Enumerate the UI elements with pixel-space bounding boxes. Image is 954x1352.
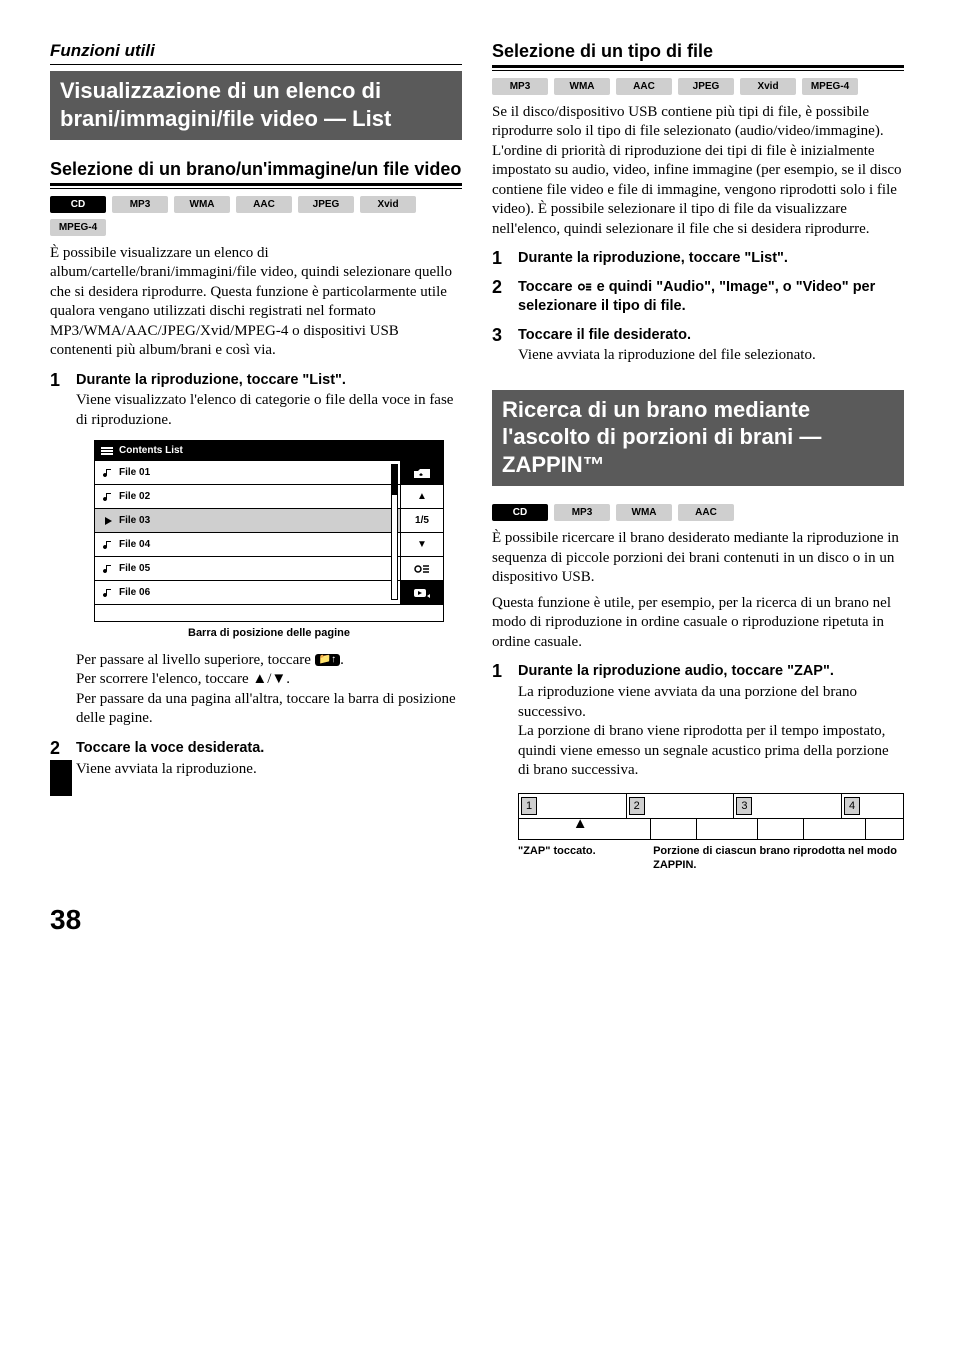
page-position-bar[interactable] xyxy=(95,604,443,621)
page-counter: 1/5 xyxy=(401,508,443,532)
list-item[interactable]: File 05 xyxy=(95,556,400,580)
tag-cd: CD xyxy=(50,196,106,213)
step-number: 1 xyxy=(492,249,510,268)
step-number: 2 xyxy=(492,278,510,316)
tag-aac: AAC xyxy=(616,78,672,95)
step-text: Viene visualizzato l'elenco di categorie… xyxy=(76,391,462,430)
filetype-intro: Se il disco/dispositivo USB contiene più… xyxy=(492,103,904,240)
after-list-text: Per passare al livello superiore, toccar… xyxy=(76,651,462,729)
tag-xvid: Xvid xyxy=(740,78,796,95)
section-title: Visualizzazione di un elenco di brani/im… xyxy=(50,71,462,140)
scrollbar-thumb[interactable] xyxy=(392,465,397,495)
tag-wma: WMA xyxy=(554,78,610,95)
step-head-pre: Toccare xyxy=(518,279,577,295)
contents-list-title: Contents List xyxy=(119,444,183,457)
list-item-label: File 02 xyxy=(119,490,150,503)
tag-jpeg: JPEG xyxy=(298,196,354,213)
step-number: 3 xyxy=(492,326,510,366)
section-kicker: Funzioni utili xyxy=(50,40,462,65)
intro-paragraph: È possibile visualizzare un elenco di al… xyxy=(50,244,462,361)
gear-list-icon xyxy=(577,281,593,293)
z-step-1: 1 Durante la riproduzione audio, toccare… xyxy=(492,662,904,872)
step-2: 2 Toccare la voce desiderata. Viene avvi… xyxy=(50,739,462,779)
step-head: Toccare il file desiderato. xyxy=(518,326,904,345)
track-num: 1 xyxy=(521,797,537,815)
zappin-diagram: 1 2 3 4 ▲ "ZAP" toccato. Porzione di cia… xyxy=(518,793,904,873)
music-note-icon xyxy=(103,492,113,502)
zappin-para1: È possibile ricercare il brano desiderat… xyxy=(492,529,904,588)
r-step-3: 3 Toccare il file desiderato. Viene avvi… xyxy=(492,326,904,366)
subheading-filetype: Selezione di un tipo di file xyxy=(492,40,904,68)
format-tags: CD MP3 WMA AAC JPEG Xvid MPEG-4 xyxy=(50,196,462,236)
r-step-1: 1 Durante la riproduzione, toccare "List… xyxy=(492,249,904,268)
left-column: Funzioni utili Visualizzazione di un ele… xyxy=(50,40,462,872)
track-num: 3 xyxy=(736,797,752,815)
tag-jpeg: JPEG xyxy=(678,78,734,95)
gear-list-icon xyxy=(413,563,431,575)
step-head: Durante la riproduzione audio, toccare "… xyxy=(518,662,904,681)
scroll-down-button[interactable]: ▼ xyxy=(401,532,443,556)
list-item-label: File 05 xyxy=(119,562,150,575)
tag-mp3: MP3 xyxy=(492,78,548,95)
music-note-icon xyxy=(103,588,113,598)
after-list-text-1: Per passare al livello superiore, toccar… xyxy=(76,652,315,668)
scroll-up-button[interactable]: ▲ xyxy=(401,484,443,508)
music-note-icon xyxy=(103,564,113,574)
list-icon xyxy=(101,446,113,456)
format-tags-zappin: CD MP3 WMA AAC xyxy=(492,504,904,521)
play-icon xyxy=(103,516,113,526)
r-step-2: 2 Toccare e quindi "Audio", "Image", o "… xyxy=(492,278,904,316)
contents-list-ui: Contents List File 01 File 02 xyxy=(94,440,444,622)
step-text: Viene avviata la riproduzione del file s… xyxy=(518,346,904,366)
music-note-icon xyxy=(103,468,113,478)
caption-page-bar: Barra di posizione delle pagine xyxy=(76,626,462,640)
step-head: Durante la riproduzione, toccare "List". xyxy=(76,371,462,390)
folder-up-button[interactable] xyxy=(401,460,443,484)
tag-xvid: Xvid xyxy=(360,196,416,213)
options-button[interactable] xyxy=(401,556,443,580)
tag-mp3: MP3 xyxy=(112,196,168,213)
arrow-up-icon: ▲ xyxy=(573,815,588,835)
step-1: 1 Durante la riproduzione, toccare "List… xyxy=(50,371,462,729)
step-text: Viene avviata la riproduzione. xyxy=(76,760,462,780)
step-head: Durante la riproduzione, toccare "List". xyxy=(518,249,904,268)
tag-aac: AAC xyxy=(236,196,292,213)
step-head: Toccare e quindi "Audio", "Image", o "Vi… xyxy=(518,278,904,316)
page-number: 38 xyxy=(50,902,904,938)
list-item[interactable]: File 06 xyxy=(95,580,400,604)
tag-mp3: MP3 xyxy=(554,504,610,521)
list-item[interactable]: File 01 xyxy=(95,460,400,484)
step-head: Toccare la voce desiderata. xyxy=(76,739,462,758)
right-column: Selezione di un tipo di file MP3 WMA AAC… xyxy=(492,40,904,872)
play-return-button[interactable] xyxy=(401,580,443,604)
tag-cd: CD xyxy=(492,504,548,521)
list-item-selected[interactable]: File 03 xyxy=(95,508,400,532)
music-note-icon xyxy=(103,540,113,550)
track-num: 2 xyxy=(629,797,645,815)
tag-wma: WMA xyxy=(616,504,672,521)
list-item-label: File 01 xyxy=(119,466,150,479)
step-number: 1 xyxy=(492,662,510,872)
list-item[interactable]: File 04 xyxy=(95,532,400,556)
page-side-tab xyxy=(50,760,72,796)
tag-mpeg4: MPEG-4 xyxy=(50,219,106,236)
tag-aac: AAC xyxy=(678,504,734,521)
tag-mpeg4: MPEG-4 xyxy=(802,78,858,95)
section-title-zappin: Ricerca di un brano mediante l'ascolto d… xyxy=(492,390,904,487)
list-item[interactable]: File 02 xyxy=(95,484,400,508)
contents-list-header: Contents List xyxy=(95,441,443,460)
zappin-label-right: Porzione di ciascun brano riprodotta nel… xyxy=(653,844,904,873)
step-text: La riproduzione viene avviata da una por… xyxy=(518,683,904,781)
zappin-label-left: "ZAP" toccato. xyxy=(518,844,653,873)
tag-wma: WMA xyxy=(174,196,230,213)
format-tags-right: MP3 WMA AAC JPEG Xvid MPEG-4 xyxy=(492,78,904,95)
folder-up-icon: 📁↑ xyxy=(315,654,340,666)
subheading-select-file: Selezione di un brano/un'immagine/un fil… xyxy=(50,158,462,186)
list-item-label: File 03 xyxy=(119,514,150,527)
step-number: 1 xyxy=(50,371,68,729)
list-item-label: File 04 xyxy=(119,538,150,551)
list-item-label: File 06 xyxy=(119,586,150,599)
track-num: 4 xyxy=(844,797,860,815)
zappin-para2: Questa funzione è utile, per esempio, pe… xyxy=(492,594,904,653)
